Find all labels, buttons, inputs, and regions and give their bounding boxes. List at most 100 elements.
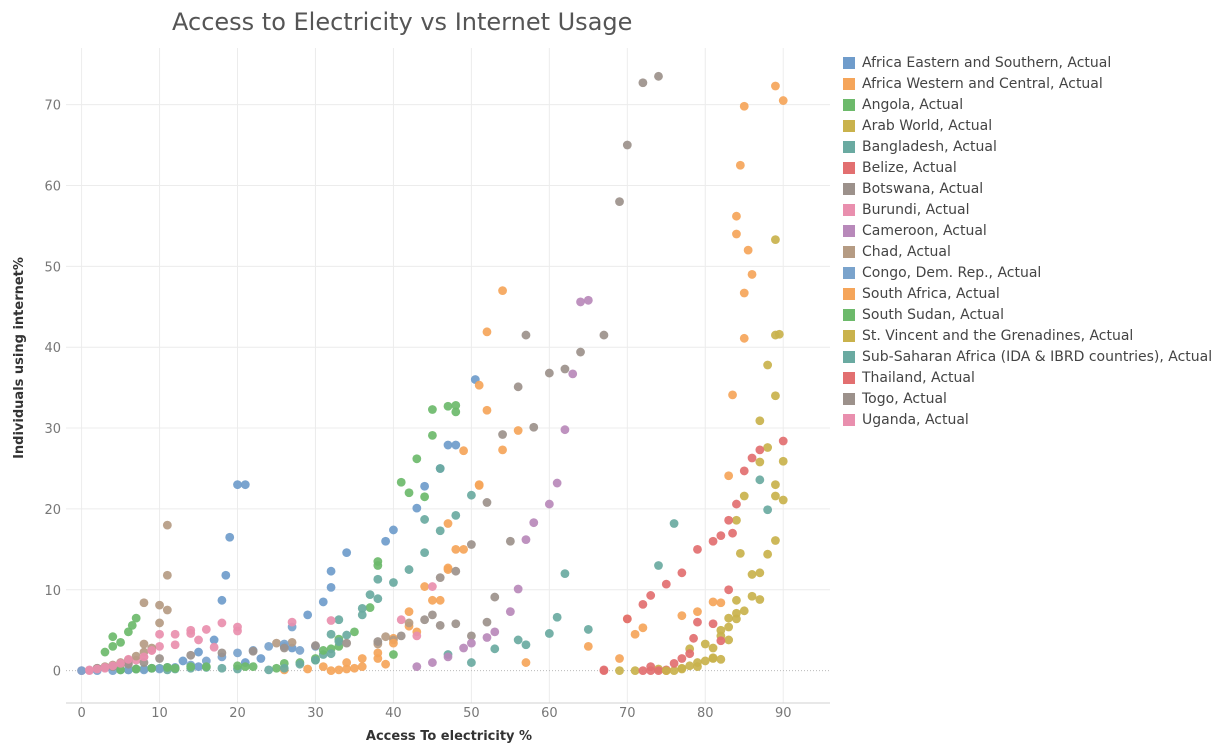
data-point[interactable] — [755, 475, 765, 485]
data-point[interactable] — [747, 591, 757, 601]
data-point[interactable] — [217, 648, 227, 658]
data-point[interactable] — [677, 654, 687, 663]
data-point[interactable] — [233, 626, 242, 636]
data-point[interactable] — [443, 401, 453, 411]
data-point[interactable] — [334, 615, 344, 625]
data-point[interactable] — [389, 638, 398, 648]
data-point[interactable] — [732, 595, 741, 605]
data-point[interactable] — [490, 592, 500, 602]
data-point[interactable] — [357, 603, 367, 613]
data-point[interactable] — [311, 655, 320, 665]
data-point[interactable] — [552, 478, 562, 488]
data-point[interactable] — [92, 664, 102, 674]
data-point[interactable] — [739, 491, 749, 501]
data-point[interactable] — [303, 610, 313, 620]
data-point[interactable] — [381, 659, 391, 669]
data-point[interactable] — [568, 369, 578, 379]
data-point[interactable] — [435, 620, 445, 630]
data-point[interactable] — [318, 597, 328, 607]
data-point[interactable] — [529, 518, 539, 528]
data-point[interactable] — [201, 662, 211, 672]
data-point[interactable] — [482, 498, 492, 507]
data-point[interactable] — [544, 629, 554, 638]
legend-item[interactable]: Africa Western and Central, Actual — [843, 73, 1212, 94]
data-point[interactable] — [194, 647, 203, 657]
data-point[interactable] — [100, 663, 110, 672]
data-point[interactable] — [155, 664, 164, 674]
data-point[interactable] — [728, 390, 737, 400]
data-point[interactable] — [630, 666, 640, 676]
data-point[interactable] — [654, 561, 663, 570]
data-point[interactable] — [513, 382, 523, 392]
data-point[interactable] — [459, 544, 468, 554]
data-point[interactable] — [178, 656, 188, 666]
data-point[interactable] — [404, 565, 414, 574]
data-point[interactable] — [482, 327, 492, 337]
data-point[interactable] — [256, 654, 266, 663]
data-point[interactable] — [513, 635, 523, 645]
data-point[interactable] — [638, 78, 648, 88]
data-point[interactable] — [233, 480, 242, 490]
data-point[interactable] — [693, 662, 702, 672]
data-point[interactable] — [739, 466, 749, 476]
data-point[interactable] — [732, 515, 741, 525]
data-point[interactable] — [116, 665, 125, 675]
data-point[interactable] — [326, 616, 336, 625]
data-point[interactable] — [435, 595, 445, 605]
data-point[interactable] — [420, 548, 430, 557]
data-point[interactable] — [521, 330, 531, 340]
data-point[interactable] — [389, 525, 398, 535]
data-point[interactable] — [287, 637, 297, 647]
data-point[interactable] — [365, 590, 375, 600]
data-point[interactable] — [350, 663, 359, 673]
data-point[interactable] — [646, 591, 656, 600]
data-point[interactable] — [498, 445, 507, 455]
data-point[interactable] — [646, 662, 656, 672]
legend-item[interactable]: Arab World, Actual — [843, 115, 1212, 136]
data-point[interactable] — [404, 607, 414, 617]
data-point[interactable] — [669, 666, 679, 676]
data-point[interactable] — [560, 569, 570, 579]
data-point[interactable] — [373, 637, 383, 646]
data-point[interactable] — [272, 638, 281, 648]
data-point[interactable] — [155, 600, 164, 610]
data-point[interactable] — [576, 347, 585, 357]
data-point[interactable] — [162, 663, 172, 672]
data-point[interactable] — [217, 663, 227, 673]
data-point[interactable] — [412, 631, 422, 641]
data-point[interactable] — [638, 599, 648, 609]
data-point[interactable] — [155, 618, 164, 628]
legend-item[interactable]: Togo, Actual — [843, 388, 1212, 409]
data-point[interactable] — [295, 646, 305, 655]
data-point[interactable] — [326, 649, 336, 659]
data-point[interactable] — [747, 270, 757, 279]
data-point[interactable] — [693, 544, 702, 554]
data-point[interactable] — [108, 641, 118, 651]
data-point[interactable] — [459, 446, 468, 456]
data-point[interactable] — [357, 662, 367, 672]
data-point[interactable] — [318, 646, 328, 655]
data-point[interactable] — [186, 650, 196, 660]
data-point[interactable] — [774, 329, 784, 339]
data-point[interactable] — [342, 638, 352, 648]
data-point[interactable] — [318, 662, 328, 672]
data-point[interactable] — [373, 648, 383, 658]
data-point[interactable] — [771, 491, 780, 501]
data-point[interactable] — [404, 618, 414, 628]
data-point[interactable] — [326, 666, 336, 676]
data-point[interactable] — [357, 654, 367, 663]
data-point[interactable] — [763, 505, 773, 515]
data-point[interactable] — [739, 606, 749, 616]
data-point[interactable] — [771, 81, 780, 91]
data-point[interactable] — [108, 661, 118, 671]
data-point[interactable] — [724, 515, 734, 525]
data-point[interactable] — [116, 658, 125, 668]
data-point[interactable] — [708, 536, 718, 546]
data-point[interactable] — [451, 619, 461, 629]
data-point[interactable] — [240, 662, 250, 672]
data-point[interactable] — [435, 464, 445, 473]
data-point[interactable] — [350, 627, 359, 637]
data-point[interactable] — [763, 360, 773, 370]
data-point[interactable] — [583, 641, 593, 651]
data-point[interactable] — [162, 605, 172, 615]
